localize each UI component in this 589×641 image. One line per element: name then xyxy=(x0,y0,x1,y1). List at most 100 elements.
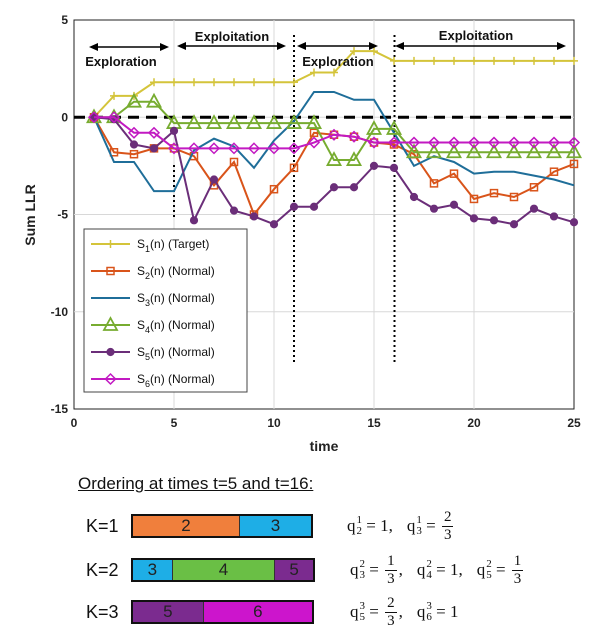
formula-subscript: 2 xyxy=(356,525,363,537)
dot-marker xyxy=(529,204,539,213)
plus-marker xyxy=(470,56,478,65)
square-marker xyxy=(229,157,239,167)
dot-marker xyxy=(309,202,319,211)
bar-segment: 2 xyxy=(133,516,239,536)
legend-entry-6: S6(n) (Normal) xyxy=(91,372,215,389)
legend-label-subscript: 5 xyxy=(145,352,150,362)
triangle-marker xyxy=(445,143,463,159)
legend-label-rest: (n) (Normal) xyxy=(150,318,215,332)
fraction-numerator: 1 xyxy=(385,552,397,571)
x-tick-label: 20 xyxy=(467,416,481,430)
diamond-marker xyxy=(387,136,401,149)
plus-marker xyxy=(350,47,358,56)
phase-annotations: Exploration Exploitation Exploration Exploi… xyxy=(85,28,566,69)
k-label: K=2 xyxy=(86,560,119,580)
dot-marker xyxy=(169,126,179,135)
y-axis-label: Sum LLR xyxy=(22,184,38,245)
diamond-marker xyxy=(447,136,461,149)
dot-marker xyxy=(209,175,219,184)
x-axis-label: time xyxy=(310,438,339,454)
triangle-marker xyxy=(145,92,163,108)
arrowhead-right xyxy=(369,42,378,50)
y-tick-label: -10 xyxy=(51,305,69,319)
diamond-marker xyxy=(407,136,421,149)
series-4 xyxy=(85,92,583,166)
k-label: K=3 xyxy=(86,602,119,622)
y-tick-label: 5 xyxy=(61,13,68,27)
formula-superscript: 3 xyxy=(359,600,366,612)
legend-label-base: S xyxy=(137,264,145,278)
diamond-marker xyxy=(147,126,161,139)
arrowhead-right xyxy=(160,43,169,51)
ordering-title: Ordering at times t=5 and t=16: xyxy=(78,474,314,493)
plus-marker xyxy=(170,78,178,87)
triangle-marker xyxy=(285,114,303,129)
plus-marker xyxy=(530,56,538,65)
bar-segment: 6 xyxy=(202,602,312,622)
x-tick-label: 25 xyxy=(567,416,581,430)
dot-marker xyxy=(106,347,115,357)
square-marker xyxy=(309,128,319,138)
diamond-marker xyxy=(367,136,381,149)
plus-marker xyxy=(270,78,278,87)
legend-label-base: S xyxy=(137,372,145,386)
legend-label-base: S xyxy=(137,237,145,251)
plus-marker xyxy=(570,56,578,65)
dot-marker xyxy=(129,140,139,149)
triangle-marker xyxy=(125,92,143,108)
x-tick-label: 0 xyxy=(71,416,78,430)
plus-marker xyxy=(190,78,198,87)
formula-superscript: 1 xyxy=(356,514,363,526)
dot-marker xyxy=(249,212,259,221)
triangle-marker xyxy=(465,143,483,159)
triangle-marker xyxy=(525,143,543,159)
legend-label-subscript: 4 xyxy=(145,325,150,335)
bar-segment: 4 xyxy=(171,560,275,580)
plus-marker xyxy=(370,47,378,56)
bar-segment: 5 xyxy=(133,602,203,622)
plus-marker xyxy=(410,56,418,65)
fraction-denominator: 3 xyxy=(387,612,395,629)
dot-marker xyxy=(289,202,299,211)
legend-label-subscript: 3 xyxy=(145,298,150,308)
dot-marker xyxy=(469,214,479,223)
square-marker xyxy=(289,163,299,173)
triangle-marker xyxy=(245,114,263,129)
plus-marker xyxy=(550,56,558,65)
legend-label-base: S xyxy=(137,318,145,332)
square-marker xyxy=(469,194,479,204)
diamond-marker xyxy=(347,130,361,143)
legend-label: S5(n) (Normal) xyxy=(137,345,215,362)
triangle-marker xyxy=(425,143,443,159)
legend-label-subscript: 2 xyxy=(145,271,150,281)
formula-value: 1 xyxy=(449,602,459,621)
legend-entry-4: S4(n) (Normal) xyxy=(91,316,215,335)
formula-subscript: 5 xyxy=(359,611,366,623)
dot-marker xyxy=(569,218,579,227)
legend: S1(n) (Target)S2(n) (Normal)S3(n) (Norma… xyxy=(83,228,248,393)
diamond-marker xyxy=(127,126,141,139)
dot-marker xyxy=(329,183,339,192)
legend-label: S1(n) (Target) xyxy=(137,237,209,254)
annotation-exploitation: Exploitation xyxy=(195,29,269,44)
diamond-marker xyxy=(547,136,561,149)
square-marker xyxy=(509,192,519,202)
diamond-marker xyxy=(527,136,541,149)
diamond-marker xyxy=(87,111,101,124)
triangle-marker xyxy=(485,143,503,159)
plus-marker xyxy=(310,68,318,77)
plus-marker xyxy=(330,68,338,77)
formula-superscript: 2 xyxy=(426,558,432,570)
triangle-marker xyxy=(565,143,583,159)
plus-marker xyxy=(490,56,498,65)
formula-subscript: 3 xyxy=(416,525,422,537)
dot-marker xyxy=(509,220,519,229)
